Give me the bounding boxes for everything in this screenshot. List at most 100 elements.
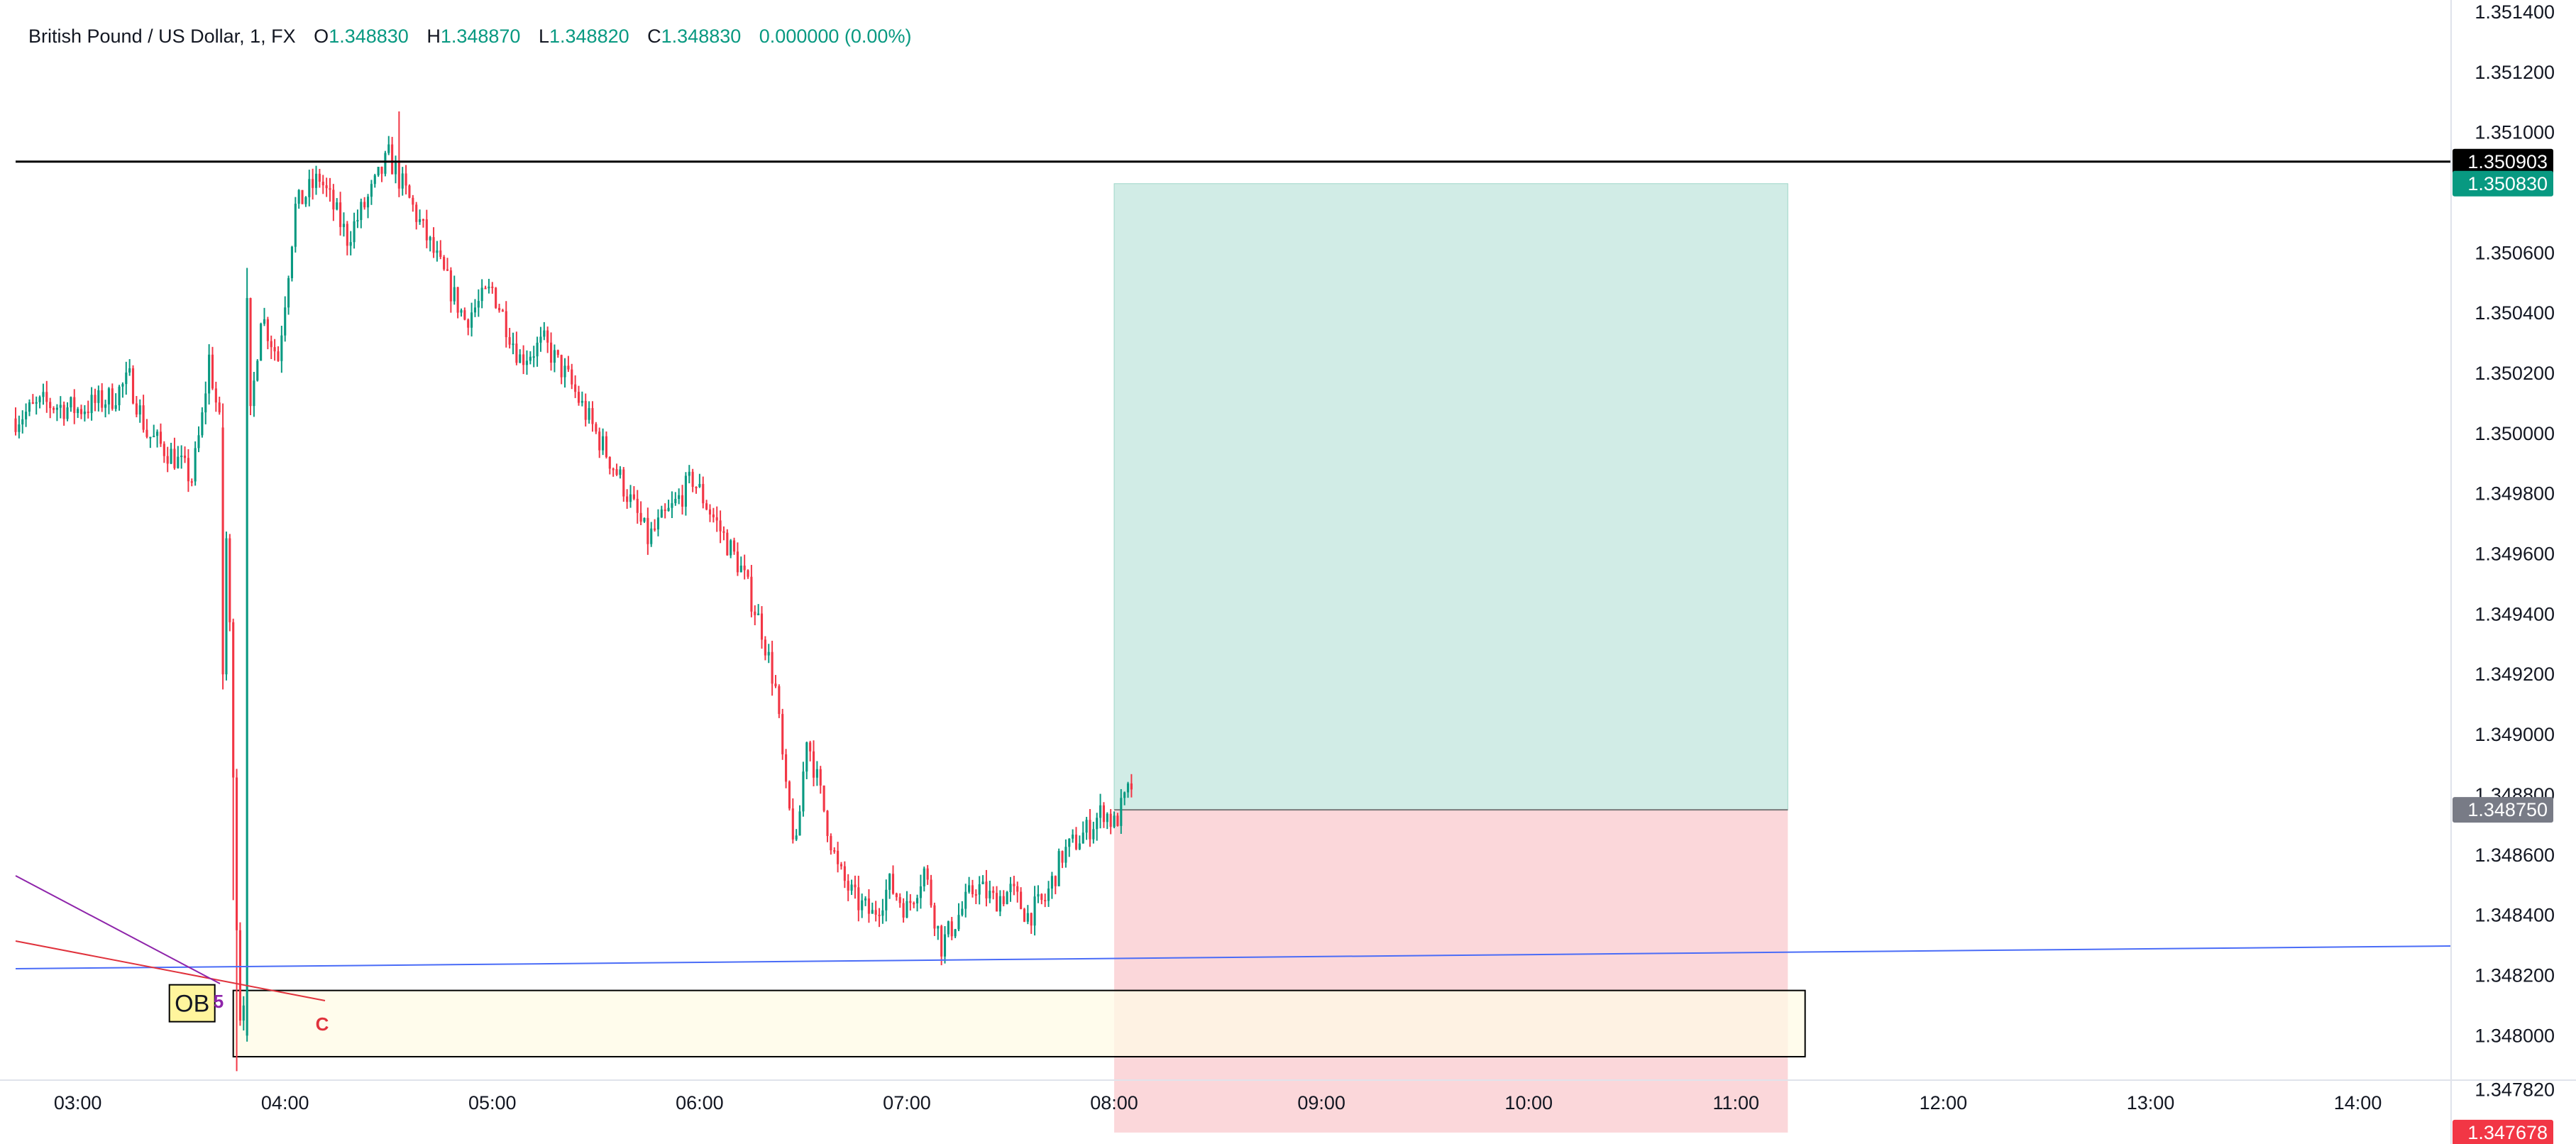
candle — [380, 166, 383, 182]
candle — [260, 322, 263, 361]
candle — [238, 922, 241, 1026]
candle — [588, 401, 590, 424]
candle-body — [138, 405, 141, 415]
candle — [314, 165, 318, 195]
candle — [304, 196, 307, 207]
candle-body — [49, 402, 52, 409]
candle-body — [940, 925, 943, 957]
candle-body — [971, 885, 974, 895]
candle-body — [153, 436, 155, 438]
candle — [125, 361, 128, 395]
candle-body — [45, 392, 48, 402]
candle — [480, 279, 483, 309]
candle-body — [788, 781, 791, 809]
candle-body — [339, 202, 342, 227]
candle — [263, 307, 266, 326]
candle — [325, 177, 328, 197]
candle — [864, 896, 867, 906]
candle-body — [843, 866, 846, 881]
candle — [529, 351, 532, 365]
candle-body — [508, 337, 511, 345]
candle-body — [974, 894, 977, 896]
candle — [643, 517, 646, 523]
candle — [397, 111, 400, 197]
candle — [754, 605, 756, 626]
candle-body — [760, 613, 764, 640]
candle-body — [947, 921, 950, 935]
candle-body — [432, 237, 435, 253]
candle — [25, 403, 28, 427]
candle-body — [104, 404, 107, 408]
candle — [1126, 781, 1130, 798]
candle-body — [750, 576, 753, 612]
time-tick-label: 14:00 — [2334, 1092, 2382, 1113]
candle-body — [101, 390, 104, 408]
wave-line-purple[interactable] — [15, 875, 221, 984]
candle-body — [1096, 818, 1099, 830]
candle-body — [260, 324, 263, 361]
drawings[interactable]: 5C — [15, 160, 2452, 1035]
candle — [636, 490, 639, 524]
candle — [598, 427, 601, 458]
time-axis[interactable]: 03:00 04:00 05:00 06:00 07:00 08:00 09:00 10:00… — [54, 1092, 2382, 1113]
candle-body — [708, 509, 712, 515]
candle-body — [321, 182, 324, 186]
candle-body — [656, 517, 660, 529]
candle — [173, 437, 176, 470]
price-tag-box — [2453, 148, 2553, 175]
candle-body — [608, 456, 611, 469]
price-tick-label: 1.348000 — [2475, 1025, 2555, 1046]
candle-body — [995, 893, 998, 912]
candle — [722, 526, 725, 541]
candle-body — [163, 444, 165, 456]
candle — [42, 383, 45, 405]
trend-line[interactable] — [15, 945, 2452, 969]
candle — [249, 297, 252, 416]
wave-line-red[interactable] — [15, 940, 326, 1001]
candle-body — [238, 930, 241, 1021]
price-tick-label: 1.349600 — [2475, 544, 2555, 565]
candle — [79, 405, 83, 419]
candle — [336, 198, 338, 211]
candle — [363, 197, 366, 210]
candle — [1081, 821, 1084, 844]
candle — [349, 231, 352, 255]
candle-body — [436, 250, 439, 253]
candle-body — [695, 487, 698, 489]
candle — [1013, 876, 1015, 896]
candle — [874, 901, 877, 922]
candle — [767, 644, 770, 664]
candle-body — [114, 405, 117, 409]
candle-body — [422, 219, 424, 221]
candle-body — [318, 173, 321, 182]
candle-body — [774, 683, 777, 686]
symbol-title[interactable]: British Pound / US Dollar, 1, FX — [28, 26, 296, 47]
candle-body — [284, 307, 287, 336]
candle-body — [273, 347, 276, 352]
candle-body — [404, 173, 407, 186]
candle-body — [1106, 813, 1108, 823]
candle — [1050, 871, 1053, 899]
candle-body — [142, 405, 145, 430]
candle-body — [719, 520, 722, 532]
order-block[interactable]: OB — [168, 984, 1806, 1057]
horizontal-line-price-tag: 1.350903 — [2453, 148, 2553, 175]
candle — [290, 246, 294, 282]
candle-body — [394, 163, 397, 175]
candle — [456, 287, 459, 319]
candle — [1054, 875, 1057, 895]
candle — [384, 150, 387, 177]
candle — [208, 343, 211, 405]
position-zones[interactable] — [1113, 183, 1788, 1133]
candle-body — [556, 350, 559, 356]
time-tick-label: 10:00 — [1504, 1092, 1553, 1113]
candle — [197, 426, 200, 453]
candle-body — [1047, 889, 1050, 901]
candle-body — [577, 392, 580, 403]
candle-body — [473, 307, 477, 313]
candle — [684, 472, 687, 516]
candle-body — [864, 898, 867, 901]
candle — [149, 436, 152, 449]
candle-body — [77, 409, 79, 414]
